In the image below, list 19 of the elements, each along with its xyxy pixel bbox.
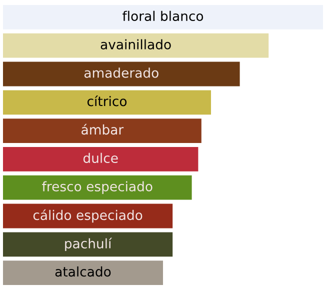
bar [3,118,202,144]
y-tick-label: fresco especiado [42,181,152,194]
bar [3,90,211,115]
bar [3,146,198,172]
y-tick-label: atalcado [55,266,111,277]
bar [3,33,269,58]
y-tick-label: floral blanco [122,10,204,22]
bar [3,62,240,86]
bar [3,204,173,228]
bar [3,260,163,286]
y-tick-label: cálido especiado [33,209,142,223]
y-tick-label: dulce [83,152,118,164]
y-tick-label: cítrico [87,95,127,106]
y-tick-label: pachulí [65,238,112,252]
bar [3,175,192,200]
y-tick-label: ámbar [82,124,124,135]
bar [3,232,173,257]
y-tick-label: amaderado [84,68,158,78]
y-tick-label: avainillado [100,39,171,50]
